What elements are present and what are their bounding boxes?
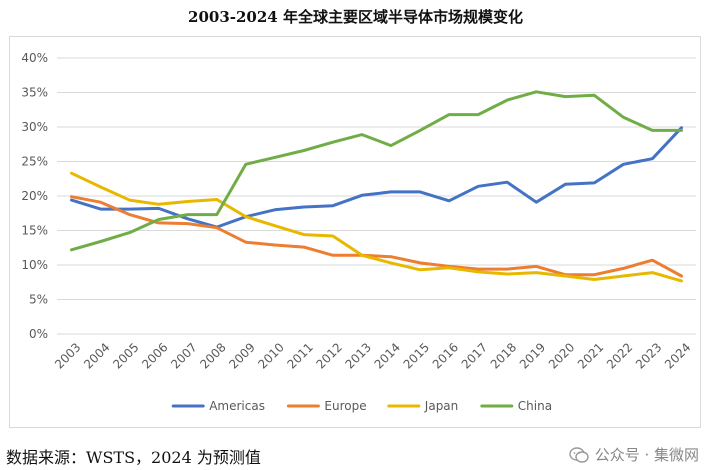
y-tick-label: 0% bbox=[29, 327, 48, 341]
x-tick-label: 2008 bbox=[197, 340, 228, 371]
series-line-china bbox=[70, 90, 683, 252]
watermark-text: 公众号 · 集微网 bbox=[594, 446, 699, 464]
chart-area: 0% 5% 10% 15% 20% 25% 30% 35% 40% 2003 2004 2005 200… bbox=[9, 36, 701, 428]
x-tick-label: 2023 bbox=[633, 340, 664, 371]
x-tick-label: 2011 bbox=[284, 340, 315, 371]
x-tick-label: 2005 bbox=[110, 340, 141, 371]
x-tick-label: 2016 bbox=[430, 340, 461, 371]
y-tick-label: 40% bbox=[21, 51, 48, 65]
x-tick-label: 2024 bbox=[662, 340, 693, 371]
x-tick-label: 2006 bbox=[139, 340, 170, 371]
x-tick-label: 2017 bbox=[459, 340, 490, 371]
y-tick-label: 35% bbox=[21, 86, 48, 100]
wechat-icon bbox=[568, 446, 589, 463]
y-tick-label: 25% bbox=[21, 155, 48, 169]
legend-label-americas: Americas bbox=[209, 399, 265, 413]
y-tick-label: 5% bbox=[29, 293, 48, 307]
x-tick-label: 2004 bbox=[81, 340, 112, 371]
x-tick-label: 2010 bbox=[255, 340, 286, 371]
y-tick-label: 15% bbox=[21, 224, 48, 238]
x-tick-label: 2009 bbox=[226, 340, 257, 371]
series-line-europe bbox=[70, 195, 683, 278]
x-tick-label: 2013 bbox=[343, 340, 374, 371]
x-tick-label: 2012 bbox=[313, 340, 344, 371]
y-tick-label: 30% bbox=[21, 120, 48, 134]
source-note: 数据来源：WSTS，2024 为预测值 bbox=[6, 448, 261, 467]
series-line-americas bbox=[70, 126, 683, 229]
x-tick-label: 2014 bbox=[372, 340, 403, 371]
y-tick-label: 20% bbox=[21, 189, 48, 203]
watermark: 公众号 · 集微网 bbox=[568, 444, 699, 465]
legend-label-china: China bbox=[518, 399, 552, 413]
x-tick-label: 2019 bbox=[517, 340, 548, 371]
y-tick-label: 10% bbox=[21, 258, 48, 272]
x-tick-label: 2003 bbox=[52, 340, 83, 371]
x-tick-label: 2022 bbox=[604, 340, 635, 371]
series-line-japan bbox=[70, 171, 683, 283]
x-tick-label: 2020 bbox=[546, 340, 577, 371]
chart-title: 2003-2024 年全球主要区域半导体市场规模变化 bbox=[188, 8, 523, 26]
legend-label-japan: Japan bbox=[424, 399, 458, 413]
x-tick-label: 2021 bbox=[575, 340, 606, 371]
x-tick-label: 2007 bbox=[168, 340, 199, 371]
x-tick-label: 2018 bbox=[488, 340, 519, 371]
legend-label-europe: Europe bbox=[324, 399, 366, 413]
line-chart: 0%5%10%15%20%25%30%35%40%200320042005200… bbox=[21, 51, 696, 413]
x-tick-label: 2015 bbox=[401, 340, 432, 371]
